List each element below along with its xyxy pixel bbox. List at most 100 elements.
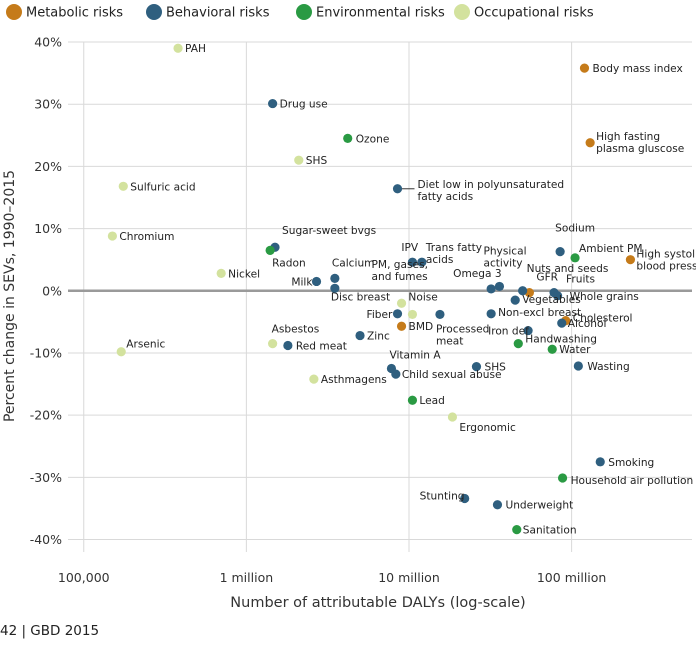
axes: 100,000 1 million 10 million 100 million 40%… [30,35,607,586]
label-vegetables: Vegetables [522,294,581,306]
label-cholesterol: Cholesterol [573,313,633,325]
point-omega-3 [486,284,496,294]
point-vegetables [510,295,520,305]
point-chromium [107,231,117,241]
legend-swatch [454,4,470,20]
point-high-fasting-plasma-gluscose [585,138,595,148]
label-pah: PAH [185,43,206,55]
x-tick-label: 1 million [220,570,274,585]
y-tick-label: -10% [30,345,62,360]
label-drug-use: Drug use [280,99,328,111]
point-stunting [460,493,470,504]
label-processed-meat: Processed meat [436,323,489,347]
point-water [547,344,557,354]
point-fiber [392,309,403,319]
label-whole-grains: Whole grains [570,291,639,303]
label-ozone: Ozone [356,133,390,145]
label-shs: SHS [484,362,506,374]
point-ipv [407,257,418,267]
label-ambient-pm: Ambient PM [579,243,643,255]
label-non-excl-breast: Non-excl breast [498,307,581,319]
label-asbestos: Asbestos [272,324,320,336]
label-shs: SHS [306,155,328,167]
point-red-meat [283,340,293,351]
label-noise: Noise [408,291,437,303]
point-wasting [573,361,583,371]
point-physical-activity [494,281,505,292]
legend-swatch [6,4,22,20]
point-sodium [555,246,565,257]
label-physical-activity: Physical activity [483,245,526,269]
label-chromium: Chromium [119,231,174,243]
point-smoking [595,457,605,467]
point-iron-def [523,325,533,336]
label-household-air-pollution: Household air pollution [571,475,694,487]
label-fiber: Fiber [367,309,394,321]
label-arsenic: Arsenic [126,339,165,351]
legend-label: Occupational risks [474,6,594,21]
label-sodium: Sodium [555,223,595,235]
point-household-air-pollution [557,473,568,483]
label-sanitation: Sanitation [523,525,577,537]
point-ozone [343,133,353,144]
label-water: Water [559,344,591,356]
scatter-chart: 100,000 1 million 10 million 100 million 40%… [2,4,696,611]
label-red-meat: Red meat [296,341,347,353]
label-disc-breast: Disc breast [331,291,390,303]
label-lead: Lead [419,395,444,407]
grid-lines [68,41,692,552]
legend-item-behavioral-risks: Behavioral risks [146,4,270,21]
y-tick-label: 30% [34,97,62,112]
label-calcium: Calcium [332,257,375,269]
label-handwashing: Handwashing [525,334,597,346]
label-gfr: GFR [536,272,558,284]
point-shs [294,155,304,165]
point-diet-low-in-polyunsaturated-fatty-acids [392,184,403,194]
legend-item-environmental-risks: Environmental risks [296,4,445,21]
x-axis-title: Number of attributable DALYs (log-scale) [230,595,525,611]
label-sulfuric-acid: Sulfuric acid [130,181,195,193]
point-high-systolic-blood-pressure [625,255,636,265]
label-ipv: IPV [401,242,419,254]
label-radon: Radon [272,257,306,269]
point-processed-meat [435,309,445,320]
point-noise [407,309,418,320]
x-tick-label: 100,000 [58,570,110,585]
data-points [107,43,636,535]
point-zinc [355,330,365,341]
label-pm-gases-and-fumes: PM, gases, and fumes [372,259,428,283]
label-omega-3: Omega 3 [453,268,502,280]
point-milk [311,276,322,287]
point-pah [173,43,183,53]
point-ambient-pm [570,253,580,263]
point-calcium [330,273,340,283]
point-asthmagens [309,374,319,384]
label-trans-fatty-acids: Trans fatty acids [425,242,482,266]
label-nuts-and-seeds: Nuts and seeds [527,263,609,275]
point-lead [407,395,418,405]
label-high-fasting-plasma-gluscose: High fasting plasma gluscose [596,131,684,155]
label-bmd: BMD [409,321,434,333]
label-body-mass-index: Body mass index [592,63,682,75]
label-alcohol: Alcohol [568,318,607,330]
point-alcohol [557,318,567,328]
legend-swatch [146,4,162,20]
point-nickel [216,268,226,278]
legend-label: Environmental risks [316,6,445,21]
point-shs [471,362,482,372]
point-labels: Body mass index High fasting plasma glusco… [119,43,696,536]
point-body-mass-index [579,63,590,73]
point-handwashing [513,339,523,349]
point-nuts-and-seeds [518,286,528,296]
point-sulfuric-acid [118,181,128,191]
label-ergonomic: Ergonomic [459,422,516,434]
label-asthmagens: Asthmagens [321,374,387,386]
y-tick-label: 40% [34,35,62,50]
x-tick-label: 10 million [378,570,440,585]
legend: Metabolic risks Behavioral risks Environme… [6,4,594,21]
point-arsenic [116,347,126,357]
point-sanitation [512,525,522,535]
y-tick-label: -40% [30,532,62,547]
page-footer: 42 | GBD 2015 [0,623,100,639]
